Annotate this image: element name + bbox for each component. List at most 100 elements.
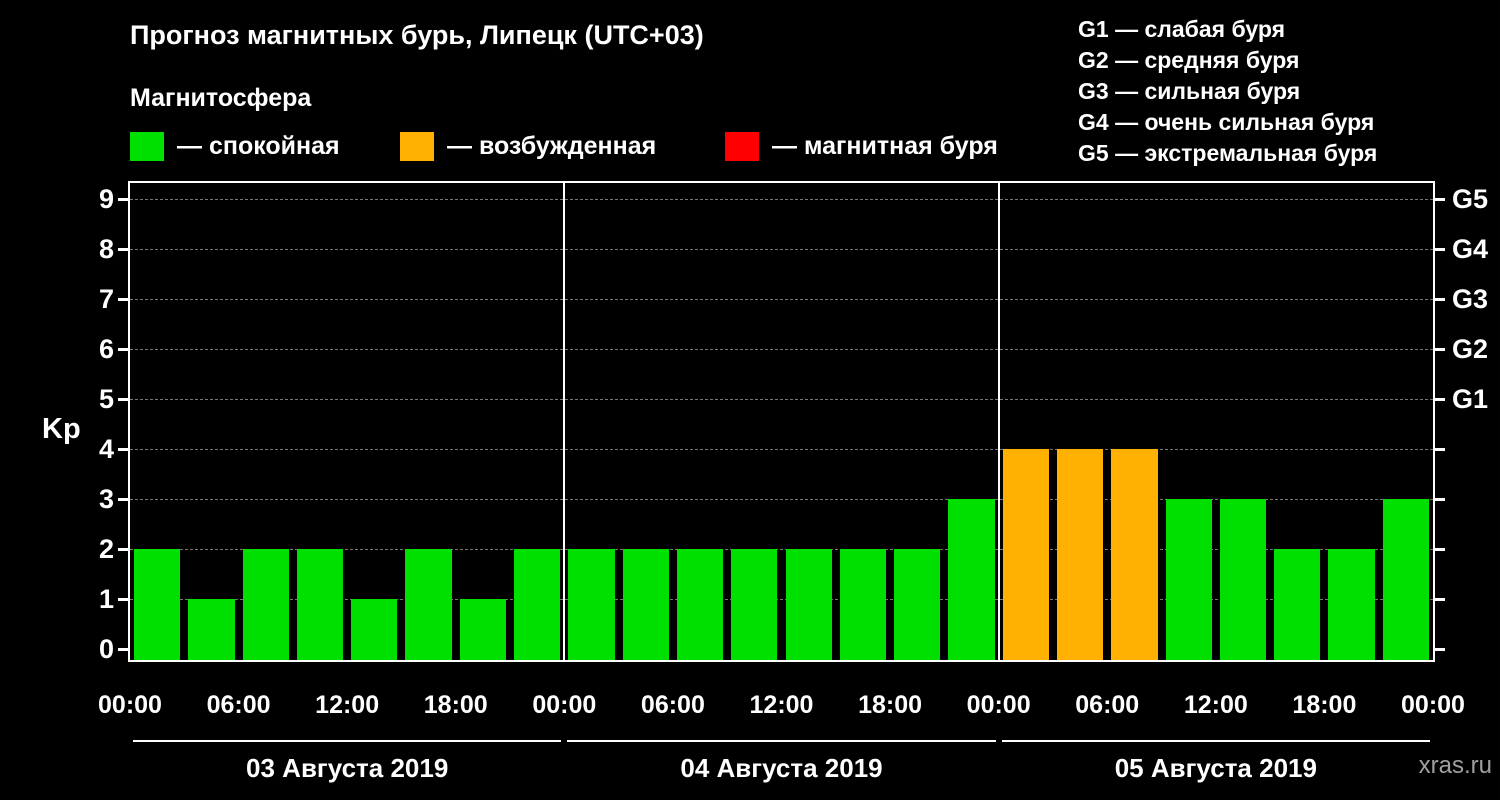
kp-bar (948, 499, 995, 660)
kp-bar (1165, 499, 1212, 660)
quiet-color-swatch (130, 132, 164, 161)
plot-area (128, 181, 1435, 662)
time-tick-label: 06:00 (1075, 691, 1140, 719)
kp-bar (242, 549, 289, 660)
storm-scale-legend: G1 — слабая буря G2 — средняя буря G3 — … (1078, 14, 1377, 169)
gridline-kp-4 (130, 449, 1433, 450)
time-tick-label: 18:00 (423, 691, 488, 719)
y-tick-mark-left (118, 348, 128, 351)
kp-bar (785, 549, 832, 660)
watermark: xras.ru (1418, 752, 1492, 779)
y-tick-label: 3 (98, 484, 114, 514)
date-label: 05 Августа 2019 (1114, 753, 1317, 783)
gridline-kp-9 (130, 199, 1433, 200)
g-scale-label-g5: G5 (1452, 184, 1489, 214)
kp-bar (676, 549, 724, 660)
y-tick-label: 2 (98, 534, 114, 564)
kp-bar (894, 549, 941, 660)
time-tick-label: 00:00 (532, 691, 597, 719)
time-tick-label: 12:00 (315, 691, 380, 719)
gridline-kp-3 (130, 499, 1433, 500)
kp-bar (622, 549, 669, 660)
y-tick-mark-right (1435, 248, 1445, 251)
kp-bar (1111, 449, 1158, 660)
y-tick-mark-left (118, 498, 128, 501)
g-scale-label-g4: G4 (1452, 234, 1489, 264)
kp-bar (568, 549, 615, 660)
kp-bar (134, 549, 181, 660)
legend: — спокойная — возбужденная — магнитная б… (0, 131, 1500, 163)
storm-scale-line-g4: G4 — очень сильная буря (1078, 109, 1375, 135)
kp-bar (351, 599, 398, 660)
y-tick-mark-left (118, 648, 128, 651)
time-tick-label: 00:00 (966, 691, 1031, 719)
y-tick-mark-right (1435, 498, 1445, 501)
storm-scale-line-g5: G5 — экстремальная буря (1078, 140, 1378, 166)
y-tick-label: 9 (98, 184, 114, 214)
legend-item-storm: — магнитная буря (725, 131, 998, 162)
kp-bar (1328, 549, 1375, 660)
y-tick-label: 5 (98, 384, 114, 414)
kp-bar (459, 599, 507, 660)
time-tick-label: 00:00 (1401, 691, 1465, 719)
y-tick-mark-right (1435, 398, 1445, 401)
date-ruler (133, 740, 562, 742)
legend-item-excited: — возбужденная (400, 131, 656, 162)
time-tick-label: 12:00 (749, 691, 814, 719)
storm-scale-line-g3: G3 — сильная буря (1078, 78, 1301, 104)
date-label: 04 Августа 2019 (680, 753, 883, 783)
y-tick-mark-right (1435, 598, 1445, 601)
gridline-kp-8 (130, 249, 1433, 250)
kp-bar (839, 549, 887, 660)
kp-bar (1219, 499, 1267, 660)
date-label: 03 Августа 2019 (246, 753, 449, 783)
chart-subtitle: Магнитосфера (130, 84, 312, 112)
legend-item-quiet: — спокойная (130, 131, 340, 162)
g-scale-label-g1: G1 (1452, 384, 1489, 414)
gridline-kp-6 (130, 349, 1433, 350)
y-tick-mark-left (118, 198, 128, 201)
time-tick-label: 06:00 (640, 691, 705, 719)
time-tick-label: 06:00 (206, 691, 271, 719)
y-axis-label: Kp (42, 413, 81, 445)
y-tick-mark-right (1435, 348, 1445, 351)
legend-label-excited: — возбужденная (447, 132, 657, 160)
chart-title: Прогноз магнитных бурь, Липецк (UTC+03) (130, 20, 704, 50)
y-tick-label: 6 (98, 334, 114, 364)
gridline-kp-7 (130, 299, 1433, 300)
excited-color-swatch (400, 132, 434, 161)
kp-bar (188, 599, 235, 660)
gridline-kp-2 (130, 549, 1433, 550)
storm-scale-line-g2: G2 — средняя буря (1078, 47, 1300, 73)
y-tick-mark-right (1435, 648, 1445, 651)
g-scale-label-g3: G3 (1452, 284, 1489, 314)
kp-bar (1002, 449, 1049, 660)
kp-bar (405, 549, 452, 660)
date-ruler (567, 740, 996, 742)
kp-bar (731, 549, 778, 660)
gridline-kp-1 (130, 599, 1433, 600)
y-tick-label: 0 (98, 634, 114, 664)
storm-color-swatch (725, 132, 759, 161)
g-scale-label-g2: G2 (1452, 334, 1489, 364)
kp-bar (1274, 549, 1321, 660)
day-separator (997, 183, 1000, 660)
y-tick-label: 1 (98, 584, 114, 614)
y-tick-mark-right (1435, 548, 1445, 551)
time-tick-label: 00:00 (98, 691, 162, 719)
y-tick-mark-right (1435, 298, 1445, 301)
y-tick-mark-left (118, 298, 128, 301)
y-tick-mark-left (118, 248, 128, 251)
time-tick-label: 18:00 (1292, 691, 1357, 719)
y-tick-mark-right (1435, 448, 1445, 451)
legend-label-storm: — магнитная буря (772, 132, 998, 160)
y-tick-label: 7 (98, 284, 114, 314)
y-tick-mark-left (118, 548, 128, 551)
kp-bar (1056, 449, 1104, 660)
y-tick-mark-right (1435, 198, 1445, 201)
gridline-kp-5 (130, 399, 1433, 400)
y-tick-mark-left (118, 598, 128, 601)
y-tick-mark-left (118, 448, 128, 451)
storm-scale-line-g1: G1 — слабая буря (1078, 16, 1286, 42)
y-tick-mark-left (118, 398, 128, 401)
